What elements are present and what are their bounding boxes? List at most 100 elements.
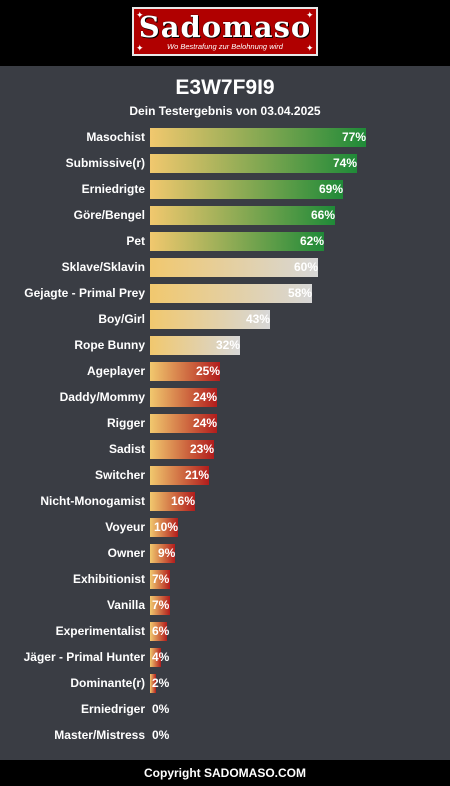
logo-tagline: Wo Bestrafung zur Belohnung wird	[167, 42, 283, 51]
result-row: Pet 62%	[0, 230, 450, 256]
result-percentage: 4%	[152, 650, 170, 664]
result-percentage: 9%	[158, 546, 176, 560]
result-percentage: 10%	[154, 520, 179, 534]
result-label: Voyeur	[105, 520, 145, 534]
result-label: Owner	[107, 546, 145, 560]
result-row: Switcher 21%	[0, 464, 450, 490]
result-label: Erniedriger	[80, 702, 145, 716]
copyright-text: Copyright SADOMASO.COM	[144, 766, 306, 780]
result-bar	[150, 466, 209, 485]
result-row: Exhibitionist 7%	[0, 568, 450, 594]
result-label: Nicht-Monogamist	[40, 494, 145, 508]
result-row: Vanilla 7%	[0, 594, 450, 620]
result-bar	[150, 258, 318, 277]
result-bar	[150, 128, 366, 147]
result-label: Experimentalist	[55, 624, 145, 638]
result-bar	[150, 544, 175, 563]
result-percentage: 25%	[196, 364, 221, 378]
result-percentage: 60%	[294, 260, 319, 274]
result-percentage: 62%	[300, 234, 325, 248]
result-percentage: 43%	[246, 312, 271, 326]
result-bar	[150, 648, 161, 667]
site-logo[interactable]: ✦ ✦ ✦ ✦ Sadomaso Wo Bestrafung zur Beloh…	[132, 7, 318, 56]
result-row: Submissive(r) 74%	[0, 152, 450, 178]
result-label: Sadist	[108, 442, 145, 456]
result-row: Nicht-Monogamist 16%	[0, 490, 450, 516]
site-header: ✦ ✦ ✦ ✦ Sadomaso Wo Bestrafung zur Beloh…	[0, 0, 450, 66]
result-percentage: 0%	[152, 702, 170, 716]
result-label: Boy/Girl	[98, 312, 145, 326]
result-row: Rigger 24%	[0, 412, 450, 438]
result-row: Erniedriger 0%	[0, 698, 450, 724]
result-percentage: 0%	[152, 728, 170, 742]
result-bar	[150, 570, 170, 589]
result-label: Erniedrigte	[81, 182, 145, 196]
result-bar	[150, 154, 357, 173]
result-row: Daddy/Mommy 24%	[0, 386, 450, 412]
result-bar	[150, 440, 214, 459]
result-bar	[150, 596, 170, 615]
logo-ornament-icon: ✦	[306, 43, 314, 53]
result-bar	[150, 518, 178, 537]
result-row: Göre/Bengel 66%	[0, 204, 450, 230]
result-bar	[150, 206, 335, 225]
result-label: Gejagte - Primal Prey	[24, 286, 145, 300]
result-percentage: 77%	[342, 130, 367, 144]
result-label: Rigger	[106, 416, 145, 430]
result-bar	[150, 284, 312, 303]
result-label: Sklave/Sklavin	[61, 260, 145, 274]
result-percentage: 74%	[333, 156, 358, 170]
site-footer: Copyright SADOMASO.COM	[0, 760, 450, 786]
result-label: Rope Bunny	[74, 338, 145, 352]
result-label: Switcher	[94, 468, 145, 482]
result-bar	[150, 362, 220, 381]
result-bar	[150, 414, 217, 433]
result-bar	[150, 674, 156, 693]
result-label: Pet	[126, 234, 145, 248]
result-label: Exhibitionist	[73, 572, 145, 586]
result-bar	[150, 232, 324, 251]
result-row: Ageplayer 25%	[0, 360, 450, 386]
result-bar	[150, 336, 240, 355]
result-row: Rope Bunny 32%	[0, 334, 450, 360]
result-code: E3W7F9I9	[175, 76, 275, 99]
result-subtitle: Dein Testergebnis von 03.04.2025	[129, 104, 321, 118]
result-label: Masochist	[86, 130, 145, 144]
result-row: Master/Mistress 0%	[0, 724, 450, 750]
result-row: Gejagte - Primal Prey 58%	[0, 282, 450, 308]
result-label: Daddy/Mommy	[59, 390, 145, 404]
result-percentage: 23%	[190, 442, 215, 456]
result-label: Göre/Bengel	[73, 208, 145, 222]
result-row: Voyeur 10%	[0, 516, 450, 542]
result-percentage: 24%	[193, 416, 218, 430]
result-percentage: 7%	[152, 572, 170, 586]
result-label: Dominante(r)	[70, 676, 145, 690]
result-row: Dominante(r) 2%	[0, 672, 450, 698]
result-percentage: 16%	[171, 494, 196, 508]
result-row: Owner 9%	[0, 542, 450, 568]
result-percentage: 7%	[152, 598, 170, 612]
result-percentage: 21%	[185, 468, 210, 482]
result-percentage: 32%	[216, 338, 241, 352]
result-row: Masochist 77%	[0, 126, 450, 152]
result-label: Ageplayer	[86, 364, 145, 378]
logo-ornament-icon: ✦	[136, 10, 144, 20]
result-percentage: 24%	[193, 390, 218, 404]
logo-ornament-icon: ✦	[136, 43, 144, 53]
result-row: Jäger - Primal Hunter 4%	[0, 646, 450, 672]
result-row: Boy/Girl 43%	[0, 308, 450, 334]
result-row: Sadist 23%	[0, 438, 450, 464]
result-row: Sklave/Sklavin 60%	[0, 256, 450, 282]
result-percentage: 58%	[288, 286, 313, 300]
logo-ornament-icon: ✦	[306, 10, 314, 20]
result-label: Vanilla	[106, 598, 145, 612]
result-percentage: 6%	[152, 624, 170, 638]
result-row: Experimentalist 6%	[0, 620, 450, 646]
result-percentage: 69%	[319, 182, 344, 196]
result-percentage: 2%	[152, 676, 170, 690]
result-bar	[150, 492, 195, 511]
result-bar	[150, 622, 167, 641]
result-label: Master/Mistress	[54, 728, 145, 742]
result-bar	[150, 388, 217, 407]
logo-title: Sadomaso	[138, 10, 312, 44]
